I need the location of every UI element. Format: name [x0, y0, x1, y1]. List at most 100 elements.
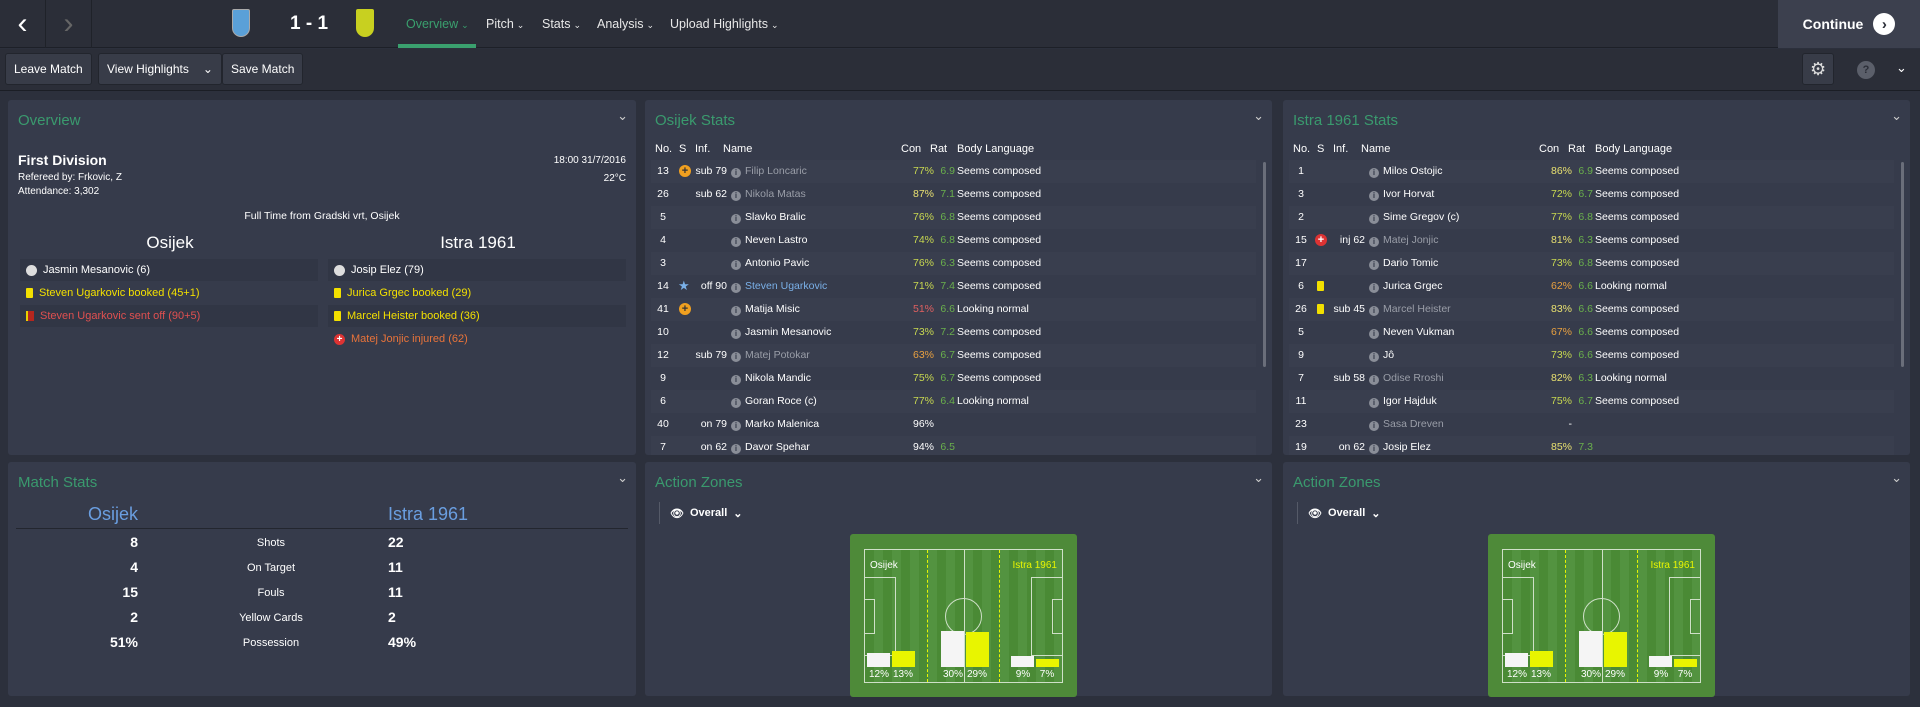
help-icon[interactable]: ?: [1857, 61, 1875, 79]
scrollbar[interactable]: [1901, 162, 1904, 367]
column-header-inf[interactable]: Inf.: [695, 143, 711, 155]
settings-button[interactable]: ⚙: [1802, 53, 1834, 85]
info-icon[interactable]: i: [1369, 396, 1379, 408]
table-row[interactable]: 41 + i Matija Misic 51% 6.6 Looking normal: [651, 298, 1256, 321]
tab-analysis[interactable]: Analysis ⌄: [597, 17, 655, 31]
player-name[interactable]: Antonio Pavic: [745, 257, 810, 269]
collapse-chevron-icon[interactable]: ⌄: [617, 470, 628, 485]
player-name[interactable]: Matej Jonjic: [1383, 234, 1439, 246]
continue-button[interactable]: Continue ›: [1778, 0, 1920, 48]
player-name[interactable]: Marcel Heister: [1383, 303, 1451, 315]
info-icon[interactable]: i: [1369, 235, 1379, 247]
tab-stats[interactable]: Stats ⌄: [542, 17, 582, 31]
player-name[interactable]: Slavko Bralic: [745, 211, 806, 223]
info-icon[interactable]: i: [731, 327, 741, 339]
collapse-chevron-icon[interactable]: ⌄: [1891, 108, 1902, 123]
player-name[interactable]: Steven Ugarkovic: [745, 280, 828, 292]
column-header-body[interactable]: Body Language: [957, 143, 1035, 155]
table-row[interactable]: 9 i Nikola Mandic 75% 6.7 Seems composed: [651, 367, 1256, 390]
player-name[interactable]: Nikola Matas: [745, 188, 806, 200]
info-icon[interactable]: i: [1369, 350, 1379, 362]
info-icon[interactable]: i: [731, 373, 741, 385]
column-header-rat[interactable]: Rat: [1568, 143, 1586, 155]
player-name[interactable]: Dario Tomic: [1383, 257, 1439, 269]
view-dropdown[interactable]: 👁 Overall ⌄: [1297, 502, 1381, 524]
back-button[interactable]: ‹: [0, 0, 46, 48]
table-row[interactable]: 10 i Jasmin Mesanovic 73% 7.2 Seems composed: [651, 321, 1256, 344]
table-row[interactable]: 2 i Sime Gregov (c) 77% 6.8 Seems composed: [1289, 206, 1894, 229]
table-row[interactable]: 26 sub 62 i Nikola Matas 87% 7.1 Seems compose…: [651, 183, 1256, 206]
table-row[interactable]: 9 i Jô 73% 6.6 Seems composed: [1289, 344, 1894, 367]
table-row[interactable]: 6 i Goran Roce (c) 77% 6.4 Looking normal: [651, 390, 1256, 413]
player-name[interactable]: Jasmin Mesanovic: [745, 326, 832, 338]
collapse-chevron-icon[interactable]: ⌄: [1891, 470, 1902, 485]
info-icon[interactable]: i: [731, 442, 741, 454]
player-name[interactable]: Jurica Grgec: [1383, 280, 1443, 292]
chevron-down-icon[interactable]: ⌄: [1896, 60, 1907, 75]
info-icon[interactable]: i: [731, 212, 741, 224]
column-header-con[interactable]: Con: [901, 143, 922, 155]
info-icon[interactable]: i: [1369, 327, 1379, 339]
table-row[interactable]: 19 on 62 i Josip Elez 85% 7.3: [1289, 436, 1894, 455]
table-row[interactable]: 5 i Slavko Bralic 76% 6.8 Seems composed: [651, 206, 1256, 229]
column-header-rat[interactable]: Rat: [930, 143, 948, 155]
view-highlights-dropdown[interactable]: View Highlights ⌄: [98, 53, 222, 85]
table-row[interactable]: 3 i Antonio Pavic 76% 6.3 Seems composed: [651, 252, 1256, 275]
column-header-inf[interactable]: Inf.: [1333, 143, 1349, 155]
table-row[interactable]: 4 i Neven Lastro 74% 6.8 Seems composed: [651, 229, 1256, 252]
info-icon[interactable]: i: [1369, 304, 1379, 316]
table-row[interactable]: 23 i Sasa Dreven -: [1289, 413, 1894, 436]
table-row[interactable]: 26 sub 45 i Marcel Heister 83% 6.6 Seems compo…: [1289, 298, 1894, 321]
table-row[interactable]: 15 + inj 62 i Matej Jonjic 81% 6.3 Seems compos…: [1289, 229, 1894, 252]
player-name[interactable]: Igor Hajduk: [1383, 395, 1437, 407]
player-name[interactable]: Matej Potokar: [745, 349, 810, 361]
column-header-name[interactable]: Name: [1361, 143, 1391, 155]
table-row[interactable]: 14 ★ off 90 i Steven Ugarkovic 71% 7.4 Seems co…: [651, 275, 1256, 298]
collapse-chevron-icon[interactable]: ⌄: [1253, 108, 1264, 123]
tab-upload-highlights[interactable]: Upload Highlights ⌄: [670, 17, 779, 31]
player-name[interactable]: Odise Rroshi: [1383, 372, 1444, 384]
player-name[interactable]: Nikola Mandic: [745, 372, 811, 384]
player-name[interactable]: Sasa Dreven: [1383, 418, 1444, 430]
view-dropdown[interactable]: 👁 Overall ⌄: [659, 502, 743, 524]
info-icon[interactable]: i: [731, 304, 741, 316]
column-header-s[interactable]: S: [1317, 143, 1325, 155]
player-name[interactable]: Filip Loncaric: [745, 165, 807, 177]
info-icon[interactable]: i: [731, 396, 741, 408]
forward-button[interactable]: ›: [46, 0, 92, 48]
table-row[interactable]: 6 i Jurica Grgec 62% 6.6 Looking normal: [1289, 275, 1894, 298]
player-name[interactable]: Milos Ostojic: [1383, 165, 1443, 177]
info-icon[interactable]: i: [1369, 258, 1379, 270]
table-row[interactable]: 7 on 62 i Davor Spehar 94% 6.5: [651, 436, 1256, 455]
info-icon[interactable]: i: [1369, 442, 1379, 454]
table-row[interactable]: 17 i Dario Tomic 73% 6.8 Seems composed: [1289, 252, 1894, 275]
table-row[interactable]: 7 sub 58 i Odise Rroshi 82% 6.3 Looking normal: [1289, 367, 1894, 390]
info-icon[interactable]: i: [1369, 212, 1379, 224]
info-icon[interactable]: i: [1369, 281, 1379, 293]
player-name[interactable]: Neven Lastro: [745, 234, 808, 246]
table-row[interactable]: 1 i Milos Ostojic 86% 6.9 Seems composed: [1289, 160, 1894, 183]
table-row[interactable]: 11 i Igor Hajduk 75% 6.7 Seems composed: [1289, 390, 1894, 413]
info-icon[interactable]: i: [731, 419, 741, 431]
tab-pitch[interactable]: Pitch ⌄: [486, 17, 525, 31]
scrollbar[interactable]: [1263, 162, 1266, 367]
player-name[interactable]: Goran Roce (c): [745, 395, 817, 407]
column-header-no[interactable]: No.: [655, 143, 673, 155]
info-icon[interactable]: i: [731, 281, 741, 293]
leave-match-button[interactable]: Leave Match: [5, 53, 92, 85]
collapse-chevron-icon[interactable]: ⌄: [1253, 470, 1264, 485]
player-name[interactable]: Josip Elez: [1383, 441, 1431, 453]
info-icon[interactable]: i: [731, 350, 741, 362]
info-icon[interactable]: i: [731, 235, 741, 247]
info-icon[interactable]: i: [1369, 419, 1379, 431]
save-match-button[interactable]: Save Match: [222, 53, 304, 85]
player-name[interactable]: Davor Spehar: [745, 441, 810, 453]
table-row[interactable]: 13 + sub 79 i Filip Loncaric 77% 6.9 Seems comp…: [651, 160, 1256, 183]
column-header-body[interactable]: Body Language: [1595, 143, 1673, 155]
info-icon[interactable]: i: [1369, 373, 1379, 385]
info-icon[interactable]: i: [1369, 166, 1379, 178]
player-name[interactable]: Sime Gregov (c): [1383, 211, 1460, 223]
column-header-s[interactable]: S: [679, 143, 687, 155]
table-row[interactable]: 5 i Neven Vukman 67% 6.6 Seems composed: [1289, 321, 1894, 344]
table-row[interactable]: 12 sub 79 i Matej Potokar 63% 6.7 Seems compos…: [651, 344, 1256, 367]
